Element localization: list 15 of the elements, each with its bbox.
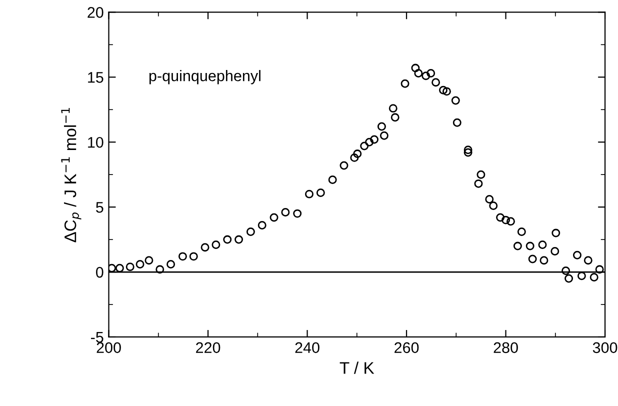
annotation: p-quinquephenyl xyxy=(149,70,260,84)
y-tick-label: 20 xyxy=(88,7,104,18)
y-tick-label: 15 xyxy=(88,72,104,83)
y-tick-label: 5 xyxy=(96,202,104,213)
x-tick-label: 200 xyxy=(96,342,121,354)
y-axis-title: ΔC$_{p}$ / J K$^{−1}$ mol$^{−1}$ xyxy=(61,108,82,242)
x-tick-label: 260 xyxy=(394,342,419,354)
x-tick-label: 240 xyxy=(295,342,320,354)
y-tick-label: 10 xyxy=(88,136,104,148)
x-tick-label: 300 xyxy=(592,342,618,354)
y-tick-label: -5 xyxy=(91,332,104,343)
y-tick-label: 0 xyxy=(96,266,104,278)
x-tick-label: 220 xyxy=(196,342,220,354)
x-tick-label: 280 xyxy=(494,342,518,354)
x-axis-title: T / K xyxy=(340,362,374,374)
